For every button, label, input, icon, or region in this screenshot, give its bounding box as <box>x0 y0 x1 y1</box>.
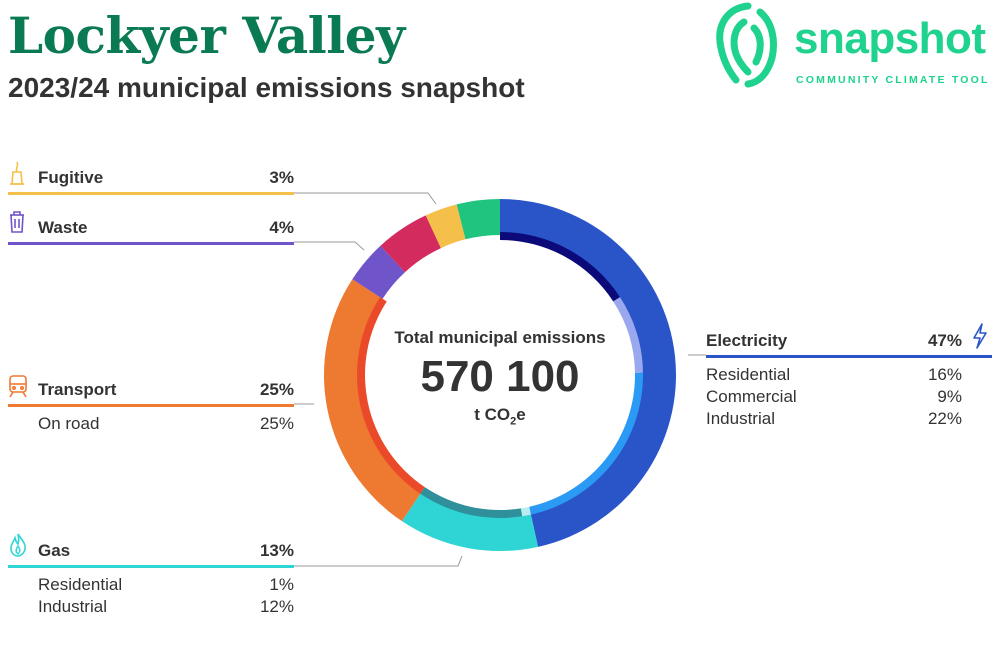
legend-gas-pct: 13% <box>259 541 294 560</box>
legend-waste: Waste 4% <box>8 218 294 251</box>
legend-sub-label: Residential <box>706 365 791 384</box>
unit-subscript: 2 <box>510 415 517 428</box>
legend-transport-pct: 25% <box>259 380 294 399</box>
legend-electricity: Electricity 47% Residential 16% Commerci… <box>706 331 992 430</box>
legend-sub-pct: 22% <box>927 409 962 428</box>
legend-sub-pct: 12% <box>259 597 294 616</box>
logo-wordmark: snapshot <box>794 14 986 63</box>
trash-bin-icon <box>10 211 24 233</box>
legend-transport-sub-row: On road 25% <box>8 413 294 435</box>
legend-gas-header: Gas 13% <box>8 541 294 565</box>
leader-lines <box>294 192 706 567</box>
outer-ring <box>324 199 677 551</box>
legend-waste-header: Waste 4% <box>8 218 294 242</box>
legend-transport-header: Transport 25% <box>8 380 294 404</box>
leader-line-waste <box>294 241 365 251</box>
legend-waste-pct: 4% <box>269 218 294 237</box>
slice-other-unlabelled <box>456 199 500 240</box>
legend-sub-pct: 1% <box>269 575 294 594</box>
legend-electricity-rule <box>706 355 992 358</box>
legend-sub-label: Commercial <box>706 387 797 406</box>
sub-slice-electricity-industrial <box>529 372 643 515</box>
legend-fugitive: Fugitive 3% <box>8 168 294 201</box>
gas-flame-icon <box>10 533 26 557</box>
legend-fugitive-header: Fugitive 3% <box>8 168 294 192</box>
lightning-icon <box>973 323 987 349</box>
legend-gas-sub-row: Industrial 12% <box>8 596 294 618</box>
unit-suffix: e <box>516 405 526 424</box>
legend-electricity-sub-row: Residential 16% <box>706 364 992 386</box>
legend-sub-pct: 25% <box>259 414 294 433</box>
center-title-text: Total municipal emissions <box>394 328 606 347</box>
legend-electricity-pct: 47% <box>927 331 962 350</box>
legend-sub-pct: 9% <box>937 387 962 406</box>
legend-fugitive-pct: 3% <box>269 168 294 187</box>
unit-prefix: t CO <box>474 405 511 424</box>
legend-gas-rule <box>8 565 294 568</box>
sub-slice-gas-residential <box>520 506 531 517</box>
page-title: Lockyer Valley <box>8 6 405 65</box>
legend-transport-rule <box>8 404 294 407</box>
leader-line-fugitive <box>294 192 437 205</box>
snapshot-fingerprint-icon <box>716 2 777 88</box>
total-value: 570 100 <box>420 352 580 401</box>
legend-fugitive-rule <box>8 192 294 195</box>
page-subtitle: 2023/24 municipal emissions snapshot <box>8 72 525 103</box>
legend-waste-label: Waste <box>38 218 88 237</box>
legend-sub-label: Industrial <box>38 597 107 616</box>
slice-transport <box>324 279 422 522</box>
slice-waste <box>352 245 405 299</box>
center-title: Total municipal emissions <box>380 328 620 348</box>
legend-transport: Transport 25% On road 25% <box>8 380 294 435</box>
slice-electricity <box>500 199 677 547</box>
slice-gas <box>401 491 539 551</box>
total-unit: t CO2e <box>380 405 620 427</box>
sub-slice-electricity-commercial <box>613 297 643 373</box>
legend-electricity-sub-row: Industrial 22% <box>706 408 992 430</box>
train-icon <box>9 375 27 398</box>
snapshot-logo: snapshot COMMUNITY CLIMATE TOOL <box>714 0 1000 92</box>
fugitive-flame-icon <box>10 161 24 185</box>
legend-gas-sub-row: Residential 1% <box>8 574 294 596</box>
slice-fugitive <box>425 204 466 249</box>
legend-fugitive-label: Fugitive <box>38 168 104 187</box>
legend-sub-label: Residential <box>38 575 123 594</box>
logo-tagline: COMMUNITY CLIMATE TOOL <box>796 74 990 86</box>
legend-sub-label: On road <box>38 414 100 433</box>
leader-line-gas <box>294 555 463 567</box>
legend-gas-label: Gas <box>38 541 71 560</box>
legend-electricity-header: Electricity 47% <box>706 331 992 355</box>
center-total: 570 100 <box>380 352 620 402</box>
legend-sub-label: Industrial <box>706 409 775 428</box>
sub-slice-electricity-residential <box>500 232 620 302</box>
legend-sub-pct: 16% <box>927 365 962 384</box>
sub-slice-gas-industrial <box>420 487 523 518</box>
legend-waste-rule <box>8 242 294 245</box>
legend-electricity-sub-row: Commercial 9% <box>706 386 992 408</box>
legend-gas: Gas 13% Residential 1% Industrial 12% <box>8 541 294 618</box>
inner-ring <box>357 232 643 518</box>
legend-electricity-label: Electricity <box>706 331 788 350</box>
legend-transport-label: Transport <box>38 380 117 399</box>
slice-other-unlabelled <box>380 215 441 273</box>
